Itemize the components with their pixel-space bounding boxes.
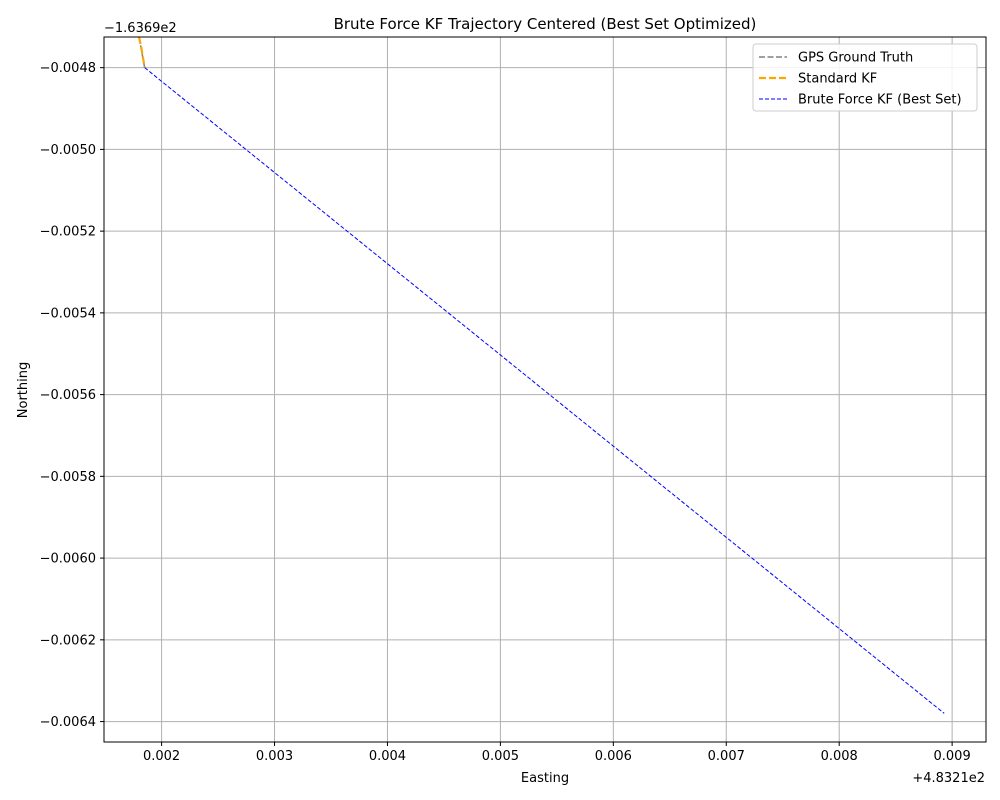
y-tick-label: −0.0058	[40, 470, 96, 485]
y-offset-label: −1.6369e2	[104, 21, 177, 36]
chart-title: Brute Force KF Trajectory Centered (Best…	[334, 15, 757, 33]
x-tick-label: 0.005	[482, 749, 519, 764]
y-tick-label: −0.0050	[40, 143, 96, 158]
y-axis-ticks: −0.0048 −0.0050 −0.0052 −0.0054 −0.0056 −0.00…	[40, 61, 104, 730]
legend-frame	[752, 43, 978, 112]
y-tick-label: −0.0060	[40, 552, 96, 567]
series-line-2	[144, 67, 945, 714]
y-tick-label: −0.0064	[40, 715, 96, 730]
x-tick-label: 0.002	[143, 749, 180, 764]
x-tick-label: 0.008	[821, 749, 858, 764]
y-tick-label: −0.0054	[40, 306, 96, 321]
x-tick-label: 0.009	[934, 749, 971, 764]
legend: GPS Ground Truth Standard KF Brute Force K…	[752, 43, 978, 112]
plot-frame	[103, 36, 987, 743]
series-lines	[137, 37, 945, 714]
x-tick-label: 0.006	[595, 749, 632, 764]
y-tick-label: −0.0052	[40, 225, 96, 240]
x-axis-label: Easting	[521, 771, 569, 786]
legend-label: Brute Force KF (Best Set)	[798, 93, 962, 108]
y-tick-label: −0.0048	[40, 61, 96, 76]
plot-area	[137, 37, 945, 714]
y-tick-label: −0.0062	[40, 633, 96, 648]
y-tick-label: −0.0056	[40, 388, 96, 403]
x-tick-label: 0.003	[256, 749, 293, 764]
series-line-1	[137, 37, 146, 68]
legend-label: GPS Ground Truth	[798, 51, 913, 66]
x-axis-ticks: 0.002 0.003 0.004 0.005 0.006 0.007 0.008 0.009	[143, 742, 971, 764]
x-tick-label: 0.004	[369, 749, 406, 764]
grid	[104, 37, 986, 742]
y-axis-label: Northing	[16, 362, 31, 418]
x-tick-label: 0.007	[708, 749, 745, 764]
x-offset-label: +4.8321e2	[912, 771, 985, 786]
legend-label: Standard KF	[798, 72, 877, 87]
